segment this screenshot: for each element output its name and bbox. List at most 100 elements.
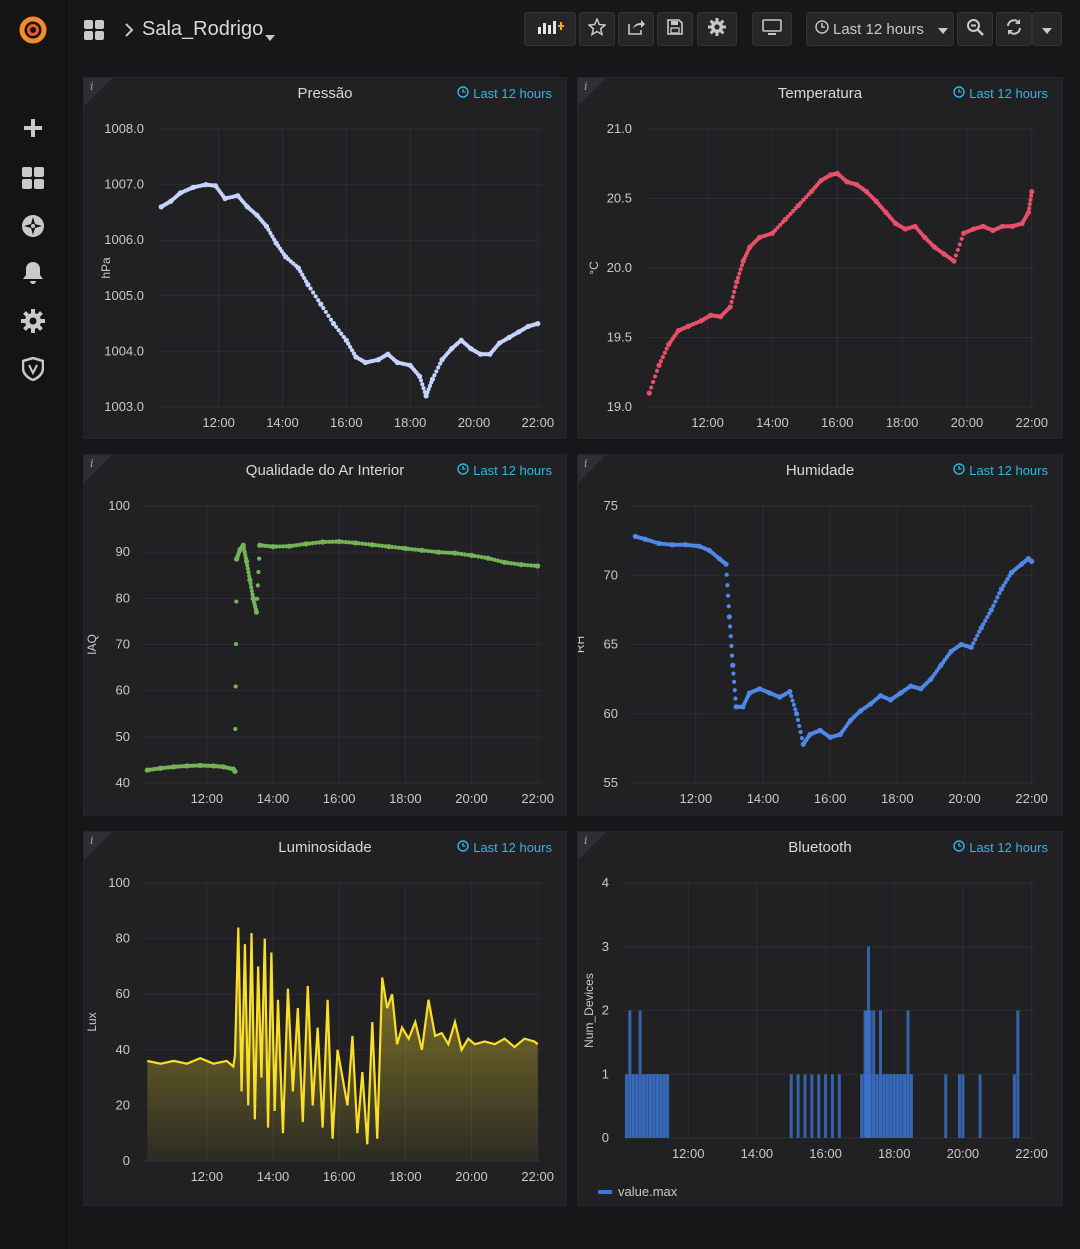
data-point <box>1005 577 1010 582</box>
bar <box>885 1074 889 1138</box>
star-button[interactable] <box>579 12 615 46</box>
x-tick-label: 12:00 <box>680 791 713 806</box>
zoom-out-button[interactable] <box>957 12 993 46</box>
panel-title[interactable]: Pressão <box>297 85 353 102</box>
panel-title[interactable]: Luminosidade <box>278 839 372 856</box>
data-point <box>419 547 425 553</box>
panel-iaq[interactable]: i Qualidade do Ar Interior Last 12 hours 40… <box>83 454 567 816</box>
x-tick-label: 16:00 <box>821 415 854 430</box>
panel-time-label: Last 12 hours <box>473 86 552 101</box>
bar <box>896 1074 900 1138</box>
data-point <box>729 299 734 305</box>
panel-info-corner[interactable] <box>84 78 112 106</box>
settings-button[interactable] <box>697 12 737 46</box>
bar <box>803 1074 807 1138</box>
time-picker-button[interactable]: Last 12 hours <box>806 12 954 46</box>
x-tick-label: 16:00 <box>814 791 847 806</box>
share-button[interactable] <box>618 12 654 46</box>
panel-info-corner[interactable] <box>84 832 112 860</box>
y-tick-label: 19.5 <box>607 330 632 345</box>
info-icon[interactable]: i <box>584 834 588 847</box>
panel-info-corner[interactable] <box>578 78 606 106</box>
clock-icon <box>953 463 965 478</box>
data-point <box>413 547 418 552</box>
info-icon[interactable]: i <box>584 457 588 470</box>
data-point <box>651 379 656 385</box>
x-tick-label: 22:00 <box>522 415 555 430</box>
data-point <box>793 711 800 717</box>
data-point <box>495 558 501 563</box>
data-point <box>343 337 349 343</box>
info-icon[interactable]: i <box>90 80 94 93</box>
add-panel-button[interactable] <box>524 12 576 46</box>
tv-mode-button[interactable] <box>752 12 792 46</box>
alerting-bell-icon[interactable] <box>13 255 53 291</box>
y-axis-title: IAQ <box>85 634 99 655</box>
data-point <box>434 369 439 374</box>
data-point <box>243 558 250 564</box>
y-axis-title: RH <box>578 636 587 653</box>
info-icon[interactable]: i <box>90 457 94 470</box>
panel-info-corner[interactable] <box>578 455 606 483</box>
x-tick-label: 16:00 <box>809 1146 842 1161</box>
caret-down-icon[interactable] <box>265 28 275 46</box>
data-point <box>522 562 527 568</box>
explore-compass-icon[interactable] <box>13 208 53 244</box>
data-point <box>660 354 665 360</box>
data-point <box>248 581 253 586</box>
data-point <box>270 544 276 550</box>
y-tick-label: 1 <box>602 1066 609 1081</box>
data-point <box>654 368 660 373</box>
panel-title[interactable]: Bluetooth <box>788 839 852 856</box>
configuration-gear-icon[interactable] <box>13 303 53 339</box>
data-point <box>300 272 305 277</box>
data-point <box>347 540 352 545</box>
data-point <box>427 383 433 388</box>
y-tick-label: 70 <box>116 637 130 652</box>
panel-pressao[interactable]: i Pressão Last 12 hours 1003.0 1004.0 1005.0 1… <box>83 77 567 439</box>
data-point <box>356 541 362 546</box>
data-point <box>245 566 250 571</box>
panel-bluetooth[interactable]: i Bluetooth Last 12 hours 0 1 2 3 4 12:00 14:00 16… <box>577 831 1063 1206</box>
dashboard-grid-icon[interactable] <box>84 20 104 45</box>
legend-label[interactable]: value.max <box>618 1184 678 1199</box>
data-point <box>316 298 321 303</box>
clock-icon <box>457 840 469 855</box>
y-tick-label: 75 <box>604 498 618 513</box>
bar <box>875 1074 879 1138</box>
shield-icon[interactable] <box>13 351 53 387</box>
data-point <box>505 560 511 565</box>
bar <box>961 1074 965 1138</box>
save-button[interactable] <box>657 12 693 46</box>
dashboards-icon[interactable] <box>13 160 53 196</box>
data-point <box>255 596 260 601</box>
panel-luminosidade[interactable]: i Luminosidade Last 12 hours 0 20 40 60 80 100 12… <box>83 831 567 1206</box>
x-tick-label: 22:00 <box>1015 791 1048 806</box>
panel-temperatura[interactable]: i Temperatura Last 12 hours 19.0 19.5 20.0 20.… <box>577 77 1063 439</box>
panel-title[interactable]: Qualidade do Ar Interior <box>245 462 405 479</box>
bar <box>635 1074 639 1138</box>
chart-legend[interactable]: value.max <box>598 1184 677 1199</box>
y-tick-label: 1003.0 <box>104 399 144 414</box>
data-point <box>426 387 431 392</box>
panel-info-corner[interactable] <box>578 832 606 860</box>
data-point <box>535 321 541 327</box>
x-tick-label: 18:00 <box>878 1146 911 1161</box>
data-point <box>266 227 271 232</box>
bar <box>899 1074 903 1138</box>
panel-title[interactable]: Temperatura <box>777 85 863 102</box>
refresh-button[interactable] <box>996 12 1032 46</box>
panel-info-corner[interactable] <box>84 455 112 483</box>
info-icon[interactable]: i <box>90 834 94 847</box>
grafana-logo-icon[interactable] <box>13 12 53 48</box>
data-point <box>652 374 658 379</box>
x-tick-label: 22:00 <box>1015 415 1048 430</box>
panel-humidade[interactable]: i Humidade Last 12 hours 55 60 65 70 75 12:00 14:… <box>577 454 1063 816</box>
data-point <box>799 736 805 741</box>
dashboard-title[interactable]: Sala_Rodrigo <box>142 18 264 40</box>
panel-title[interactable]: Humidade <box>785 462 855 479</box>
plus-icon[interactable] <box>13 110 53 146</box>
info-icon[interactable]: i <box>584 80 588 93</box>
bar <box>903 1074 907 1138</box>
refresh-interval-button[interactable] <box>1032 12 1062 46</box>
